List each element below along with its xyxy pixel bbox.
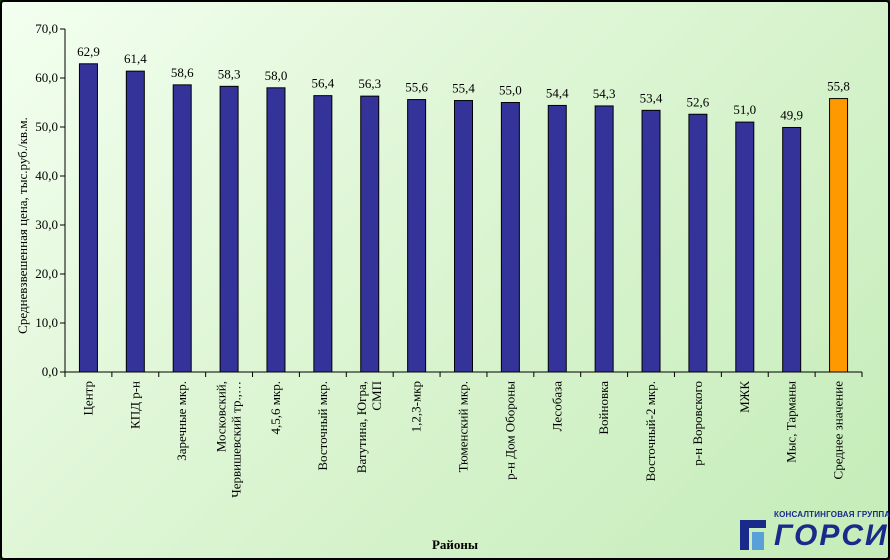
category-label-group: КПД р-н [127, 381, 142, 429]
data-label: 56,4 [311, 76, 334, 91]
bar [172, 84, 192, 373]
category-label: КПД р-н [127, 381, 142, 429]
category-label-group: Тюменский мкр. [456, 381, 471, 472]
data-label: 58,0 [265, 68, 288, 83]
data-label: 55,6 [405, 80, 428, 95]
bar [500, 102, 520, 373]
x-axis-title: Районы [432, 537, 478, 552]
data-label: 61,4 [124, 51, 147, 66]
data-label: 55,4 [452, 81, 475, 96]
category-label-group: Заречные мкр. [174, 381, 189, 461]
category-label: Лесобаза [549, 381, 564, 432]
bar [313, 95, 333, 373]
bar [125, 70, 145, 373]
category-label: Восточный мкр. [315, 381, 330, 471]
category-label: Войновка [596, 381, 611, 435]
logo-name: ГОРСИ [774, 519, 889, 552]
category-label: Тюменский мкр. [456, 381, 471, 472]
category-label-group: Московский, Червишевский тр.,… [214, 381, 244, 498]
category-label-group: р-н Дом Обороны [502, 381, 517, 480]
category-label: Ватутина, Югра, [354, 381, 369, 473]
bar [266, 87, 286, 373]
category-label-group: 4,5,6 мкр. [268, 381, 283, 435]
category-label-group: р-н Воровского [690, 381, 705, 466]
category-label: Среднее значение [831, 381, 846, 480]
axes: 0,0 10,0 20,0 30,0 40,0 50,0 60,0 70,0 [35, 21, 863, 379]
data-label: 51,0 [733, 102, 756, 117]
category-label-group: Мыс, Тарманы [784, 381, 799, 463]
company-logo: КОНСАЛТИНГОВАЯ ГРУППА ГОРСИ [738, 510, 890, 554]
data-label: 55,8 [827, 79, 850, 94]
data-label: 56,3 [358, 76, 381, 91]
bar [454, 100, 473, 373]
data-label: 58,3 [218, 66, 241, 81]
bar [407, 99, 427, 373]
y-tick-label: 70,0 [35, 21, 58, 36]
data-label: 52,6 [687, 94, 710, 109]
data-label: 62,9 [77, 44, 100, 59]
category-label-group: Ватутина, Югра, СМП [354, 381, 384, 473]
y-tick-label: 40,0 [35, 168, 58, 183]
logo-mark-icon [740, 520, 766, 550]
data-label: 58,6 [171, 65, 194, 80]
category-label-group: Лесобаза [549, 381, 564, 432]
category-label-group: Восточный-2 мкр. [643, 381, 658, 482]
bar [78, 63, 98, 373]
data-label: 53,4 [640, 90, 663, 105]
category-label: Заречные мкр. [174, 381, 189, 461]
category-label: Центр [80, 381, 95, 415]
bar [547, 104, 567, 373]
bar [688, 113, 708, 373]
bars [78, 63, 849, 373]
bar [782, 126, 802, 373]
labels: 62,9 Центр 61,4 КПД р-н 58,6 Заречные мкр. 58,… [77, 44, 850, 498]
y-tick-label: 50,0 [35, 119, 58, 134]
data-label: 54,4 [546, 85, 569, 100]
category-label: 1,2,3-мкр [409, 381, 424, 432]
y-tick-label: 30,0 [35, 217, 58, 232]
bar [219, 85, 239, 373]
category-label: МЖК [737, 381, 752, 413]
bar [641, 109, 661, 373]
y-tick-label: 10,0 [35, 315, 58, 330]
data-label: 49,9 [780, 107, 803, 122]
category-label: р-н Воровского [690, 381, 705, 466]
category-label: 4,5,6 мкр. [268, 381, 283, 435]
data-label: 54,3 [593, 86, 616, 101]
bar [735, 121, 755, 373]
bar [829, 98, 849, 373]
y-axis-title: Средневзвешенная цена, тыс.руб./кв.м. [15, 117, 30, 334]
data-label: 55,0 [499, 83, 522, 98]
category-label-group: Среднее значение [831, 381, 846, 480]
category-label: СМП [369, 381, 384, 411]
category-label-group: Центр [80, 381, 95, 415]
category-label-group: Войновка [596, 381, 611, 435]
category-label: Восточный-2 мкр. [643, 381, 658, 482]
category-label: р-н Дом Обороны [502, 381, 517, 480]
category-label-group: 1,2,3-мкр [409, 381, 424, 432]
bar [594, 105, 614, 373]
y-tick-label: 20,0 [35, 266, 58, 281]
category-label: Мыс, Тарманы [784, 381, 799, 463]
bar [360, 95, 380, 373]
category-label: Московский, [214, 381, 229, 452]
y-tick-label: 0,0 [42, 364, 58, 379]
y-tick-label: 60,0 [35, 70, 58, 85]
category-label-group: Восточный мкр. [315, 381, 330, 471]
logo-tagline: КОНСАЛТИНГОВАЯ ГРУППА [774, 510, 890, 519]
category-label-group: МЖК [737, 381, 752, 413]
category-label: Червишевский тр.,… [229, 381, 244, 498]
